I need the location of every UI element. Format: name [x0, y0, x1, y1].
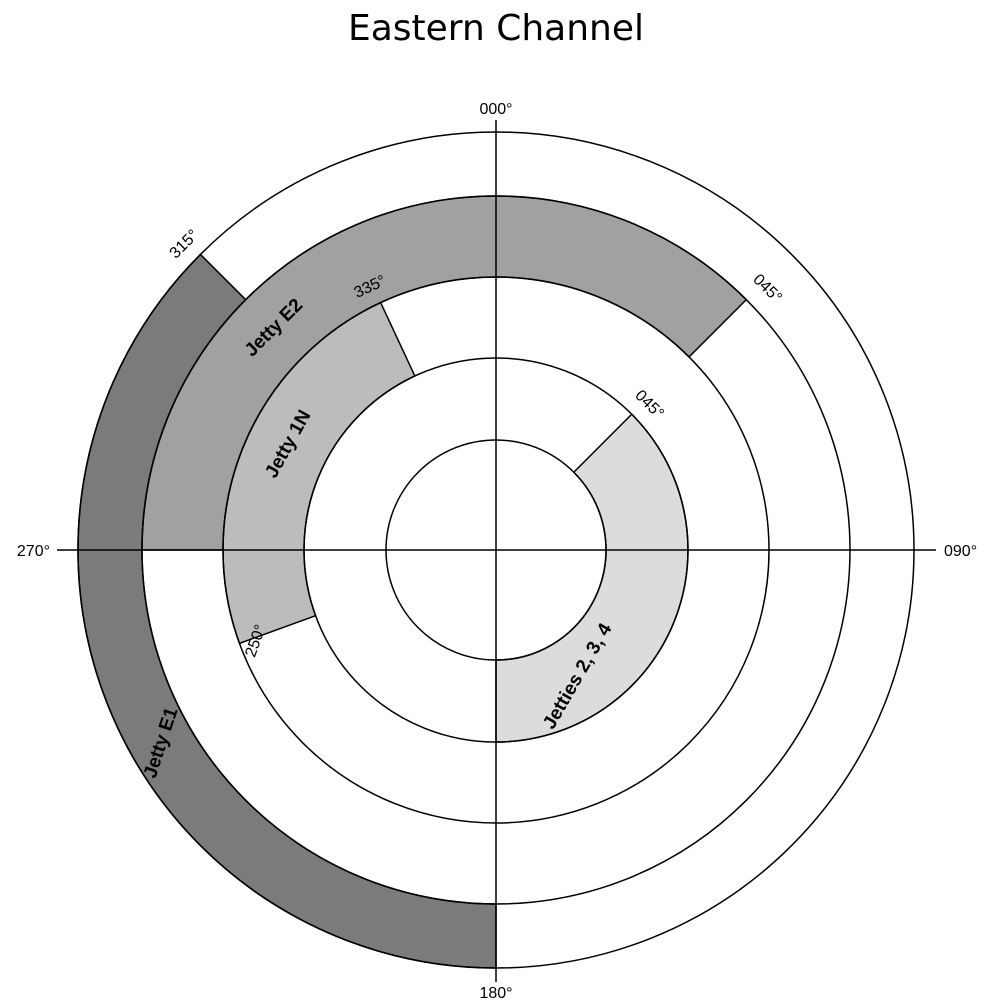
diagram-title: Eastern Channel: [347, 8, 645, 49]
boundary-label-315: 315°: [167, 227, 202, 262]
boundary-label-045-e2: 045°: [749, 271, 784, 306]
boundary-label-045-jetties: 045°: [631, 387, 666, 422]
sector-jetties-2-3-4: [495, 413, 689, 743]
bearing-label-south: 180°: [479, 985, 512, 1002]
bearing-label-east: 090°: [944, 543, 977, 560]
bearing-label-north: 000°: [479, 101, 512, 118]
bearing-label-west: 270°: [17, 543, 50, 560]
